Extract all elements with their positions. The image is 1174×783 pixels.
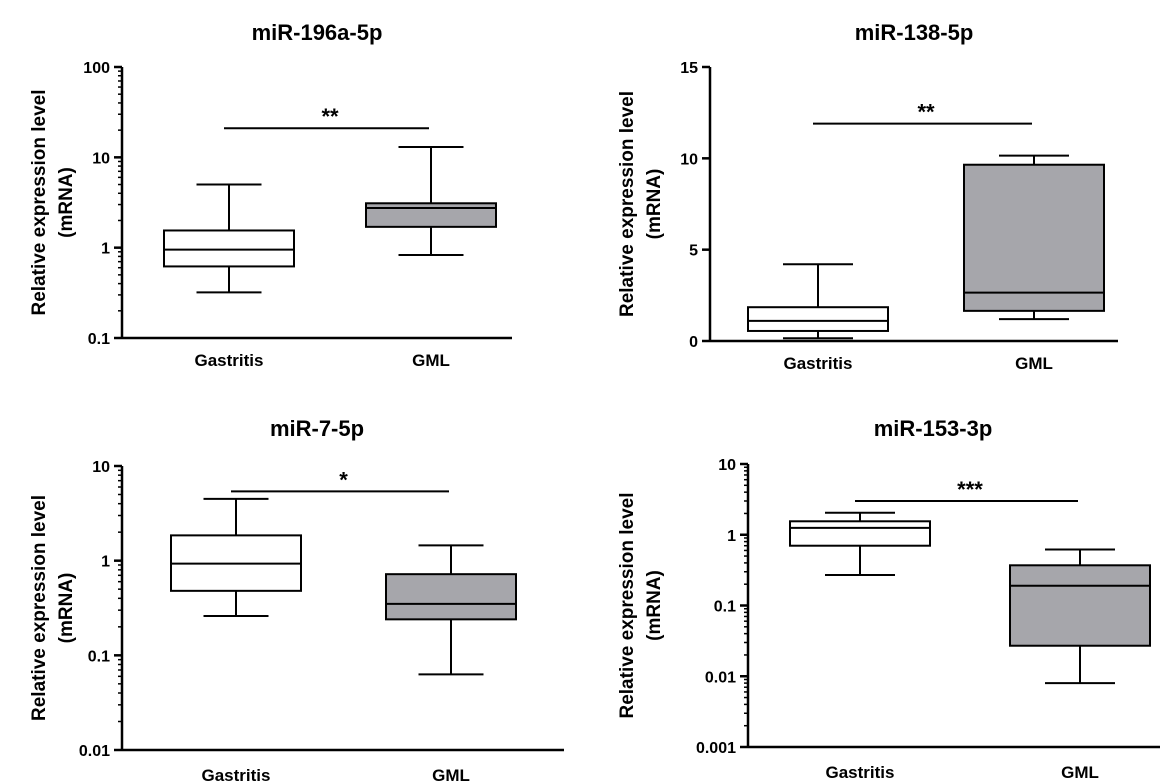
x-tick-label: Gastritis xyxy=(202,766,271,783)
y-tick-label: 0.01 xyxy=(79,743,110,760)
panel-2: miR-138-5p Relative expression level (mRNA… xyxy=(617,20,1118,373)
y-axis-label: Relative expression level xyxy=(617,492,638,718)
x-tick-label: GML xyxy=(1061,763,1099,782)
box-iqr xyxy=(747,306,889,332)
y-tick-label: 10 xyxy=(92,150,110,167)
y-tick-label: 10 xyxy=(92,459,110,476)
box-gml xyxy=(385,544,517,676)
box-gastritis xyxy=(170,497,302,618)
box-iqr xyxy=(1009,564,1151,647)
y-tick-label: 10 xyxy=(680,151,698,168)
significance-label: *** xyxy=(957,477,983,502)
y-tick-label: 10 xyxy=(718,457,736,474)
box-iqr xyxy=(385,573,517,621)
box-iqr xyxy=(963,163,1105,312)
y-axis-label: Relative expression level xyxy=(29,89,50,315)
y-tick-label: 1 xyxy=(101,554,110,571)
box-iqr xyxy=(789,520,931,547)
y-tick-label: 0 xyxy=(689,334,698,351)
y-axis-label-unit: (mRNA) xyxy=(56,573,77,644)
panel-4: miR-153-3p Relative expression level (mRNA… xyxy=(617,416,1160,782)
y-tick-label: 5 xyxy=(689,243,698,260)
box-iqr xyxy=(365,202,497,228)
chart-title: miR-138-5p xyxy=(855,20,974,45)
panel-1: miR-196a-5p Relative expression level (mRN… xyxy=(29,20,512,370)
box-gastritis xyxy=(789,511,931,576)
y-axis-label: Relative expression level xyxy=(29,495,50,721)
y-tick-label: 0.01 xyxy=(705,669,736,686)
x-tick-label: Gastritis xyxy=(195,351,264,370)
box-gastritis xyxy=(163,183,295,294)
significance-label: ** xyxy=(917,100,935,125)
box-gastritis xyxy=(747,263,889,340)
box-iqr xyxy=(163,229,295,268)
chart-title: miR-7-5p xyxy=(270,416,364,441)
y-tick-label: 0.1 xyxy=(88,648,110,665)
y-axis-label: Relative expression level xyxy=(617,91,638,317)
x-tick-label: GML xyxy=(412,351,450,370)
box-gml xyxy=(1009,548,1151,685)
y-tick-label: 0.1 xyxy=(714,599,736,616)
x-tick-label: GML xyxy=(1015,354,1053,373)
y-axis-label-unit: (mRNA) xyxy=(644,169,665,240)
significance-label: * xyxy=(339,467,348,492)
y-tick-label: 100 xyxy=(83,60,110,77)
box-gml xyxy=(365,146,497,256)
significance-label: ** xyxy=(321,104,339,129)
chart-title: miR-196a-5p xyxy=(252,20,383,45)
y-axis-label-unit: (mRNA) xyxy=(644,570,665,641)
y-tick-label: 0.001 xyxy=(696,740,736,757)
x-tick-label: Gastritis xyxy=(784,354,853,373)
y-tick-label: 15 xyxy=(680,60,698,77)
y-axis-label-unit: (mRNA) xyxy=(56,167,77,238)
x-tick-label: GML xyxy=(432,766,470,783)
chart-title: miR-153-3p xyxy=(874,416,993,441)
y-tick-label: 1 xyxy=(727,528,736,545)
panel-3: miR-7-5p Relative expression level (mRNA) 0… xyxy=(29,416,564,783)
x-tick-label: Gastritis xyxy=(826,763,895,782)
y-tick-label: 1 xyxy=(101,241,110,258)
box-gml xyxy=(963,154,1105,321)
y-tick-label: 0.1 xyxy=(88,331,110,348)
